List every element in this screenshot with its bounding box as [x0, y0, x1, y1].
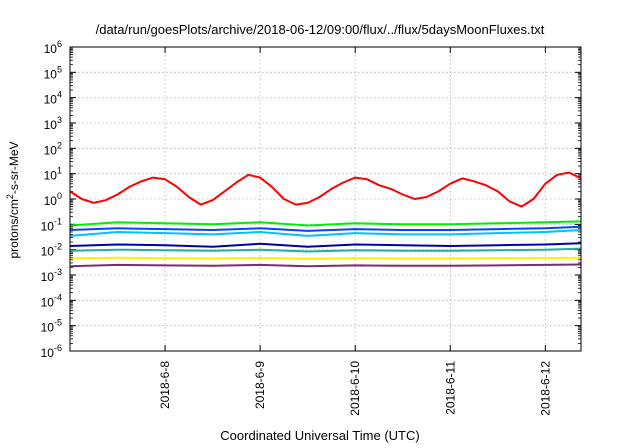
- series-line: [69, 263, 582, 268]
- x-axis-label: Coordinated Universal Time (UTC): [220, 428, 420, 443]
- series-line: [69, 220, 582, 227]
- x-tick-label: 2018-6-9: [253, 361, 267, 409]
- y-tick-label: 10-4: [41, 292, 62, 309]
- y-tick-label: 10-3: [41, 267, 62, 284]
- series-line: [69, 256, 582, 260]
- y-tick-label: 100: [44, 191, 62, 208]
- series-line: [69, 225, 582, 232]
- plot-frame: [69, 46, 582, 352]
- series-line: [69, 229, 582, 237]
- chart-title: /data/run/goesPlots/archive/2018-06-12/0…: [95, 22, 545, 37]
- x-tick-label: 2018-6-12: [538, 361, 552, 416]
- x-tick-label: 2018-6-8: [158, 361, 172, 409]
- y-tick-label: 10-5: [41, 318, 62, 335]
- y-tick-label: 10-1: [41, 216, 62, 233]
- y-tick-label: 10-6: [41, 343, 62, 360]
- y-tick-label: 106: [44, 39, 62, 56]
- y-tick-label: 104: [44, 90, 62, 107]
- y-tick-label: 101: [44, 166, 62, 183]
- x-tick-label: 2018-6-11: [443, 361, 457, 415]
- series-line: [69, 242, 582, 248]
- x-tick-label: 2018-6-10: [348, 361, 362, 416]
- y-tick-label: 105: [44, 64, 62, 81]
- y-tick-label: 10-2: [41, 242, 62, 259]
- y-tick-label: 102: [44, 140, 62, 157]
- series-line: [69, 171, 582, 208]
- series-line: [69, 247, 582, 253]
- y-tick-label: 103: [44, 115, 62, 132]
